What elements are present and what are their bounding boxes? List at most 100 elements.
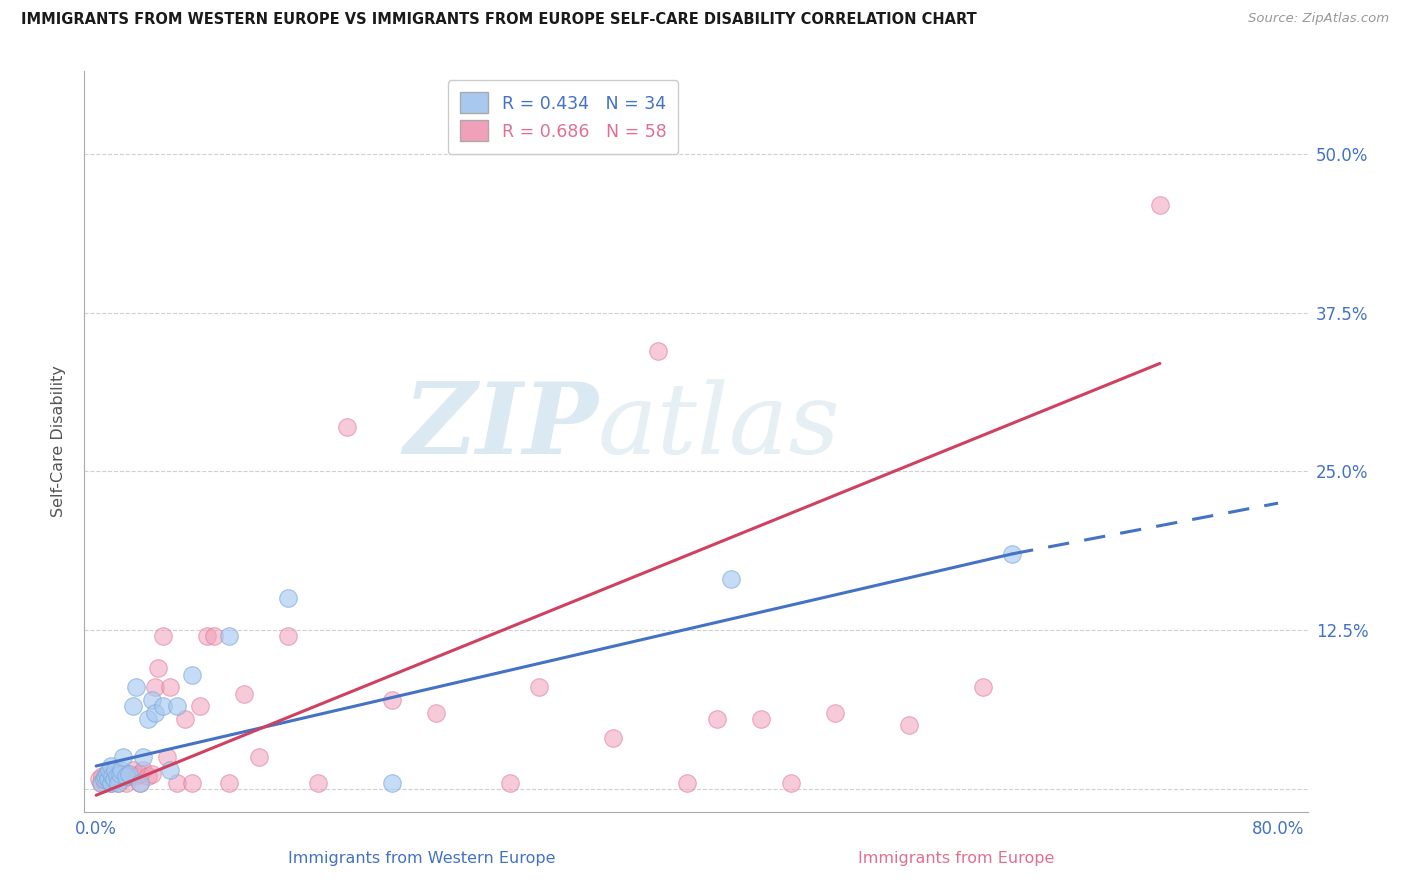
Point xyxy=(101,772,124,786)
Point xyxy=(118,766,141,780)
Point xyxy=(90,775,112,789)
Point xyxy=(129,775,152,789)
Point xyxy=(202,630,225,644)
Point xyxy=(897,718,920,732)
Point xyxy=(89,772,111,786)
Point xyxy=(96,766,118,780)
Point xyxy=(111,750,134,764)
Point xyxy=(136,712,159,726)
Point xyxy=(91,769,114,783)
Point xyxy=(108,769,131,783)
Point xyxy=(136,769,159,783)
Point xyxy=(114,769,136,783)
Text: IMMIGRANTS FROM WESTERN EUROPE VS IMMIGRANTS FROM EUROPE SELF-CARE DISABILITY CO: IMMIGRANTS FROM WESTERN EUROPE VS IMMIGR… xyxy=(21,12,977,27)
Point xyxy=(166,775,188,789)
Point xyxy=(676,775,699,789)
Point xyxy=(277,591,299,606)
Point xyxy=(277,630,299,644)
Point xyxy=(159,680,181,694)
Point xyxy=(111,772,134,786)
Point xyxy=(218,630,240,644)
Point xyxy=(148,661,170,675)
Point xyxy=(166,699,188,714)
Point xyxy=(103,772,125,786)
Point xyxy=(529,680,551,694)
Point xyxy=(114,775,136,789)
Point xyxy=(156,750,179,764)
Point xyxy=(499,775,522,789)
Point xyxy=(98,763,121,777)
Point xyxy=(336,420,359,434)
Point xyxy=(181,667,204,681)
Point xyxy=(706,712,728,726)
Point xyxy=(143,706,166,720)
Point xyxy=(381,775,404,789)
Point xyxy=(152,699,174,714)
Point xyxy=(96,766,118,780)
Point xyxy=(118,769,141,783)
Point xyxy=(105,769,128,783)
Point xyxy=(132,763,155,777)
Point xyxy=(188,699,211,714)
Point xyxy=(94,769,117,783)
Point xyxy=(173,712,195,726)
Text: ZIP: ZIP xyxy=(404,378,598,475)
Point xyxy=(218,775,240,789)
Point xyxy=(425,706,447,720)
Point xyxy=(132,750,155,764)
Point xyxy=(143,680,166,694)
Point xyxy=(779,775,801,789)
Point xyxy=(97,772,120,786)
Point xyxy=(647,343,669,358)
Point xyxy=(105,766,128,780)
Point xyxy=(104,763,127,777)
Point xyxy=(115,766,138,780)
Point xyxy=(93,772,115,786)
Point xyxy=(107,775,129,789)
Point xyxy=(97,772,120,786)
Point xyxy=(122,699,145,714)
Text: Source: ZipAtlas.com: Source: ZipAtlas.com xyxy=(1249,12,1389,25)
Y-axis label: Self-Care Disability: Self-Care Disability xyxy=(51,366,66,517)
Point xyxy=(824,706,846,720)
Point xyxy=(232,687,254,701)
Point xyxy=(98,769,121,783)
Legend: R = 0.434   N = 34, R = 0.686   N = 58: R = 0.434 N = 34, R = 0.686 N = 58 xyxy=(447,80,679,153)
Point xyxy=(110,763,132,777)
Text: Immigrants from Europe: Immigrants from Europe xyxy=(858,852,1054,866)
Point xyxy=(159,763,181,777)
Point xyxy=(93,772,115,786)
Point xyxy=(101,769,124,783)
Point xyxy=(195,630,218,644)
Point xyxy=(100,775,122,789)
Point xyxy=(125,769,148,783)
Point xyxy=(247,750,270,764)
Point xyxy=(141,693,163,707)
Point xyxy=(103,769,125,783)
Point xyxy=(181,775,204,789)
Point xyxy=(107,775,129,789)
Point xyxy=(94,775,117,789)
Point xyxy=(152,630,174,644)
Point xyxy=(1149,197,1171,211)
Text: atlas: atlas xyxy=(598,379,841,475)
Point xyxy=(100,759,122,773)
Point xyxy=(125,680,148,694)
Point xyxy=(100,775,122,789)
Point xyxy=(1001,547,1024,561)
Point xyxy=(141,766,163,780)
Point xyxy=(381,693,404,707)
Point xyxy=(108,766,131,780)
Point xyxy=(129,766,152,780)
Point xyxy=(602,731,624,745)
Point xyxy=(122,763,145,777)
Text: Immigrants from Western Europe: Immigrants from Western Europe xyxy=(288,852,555,866)
Point xyxy=(749,712,772,726)
Point xyxy=(90,775,112,789)
Point xyxy=(129,775,152,789)
Point xyxy=(720,572,742,586)
Point xyxy=(100,763,122,777)
Point xyxy=(104,772,127,786)
Point xyxy=(972,680,994,694)
Point xyxy=(307,775,329,789)
